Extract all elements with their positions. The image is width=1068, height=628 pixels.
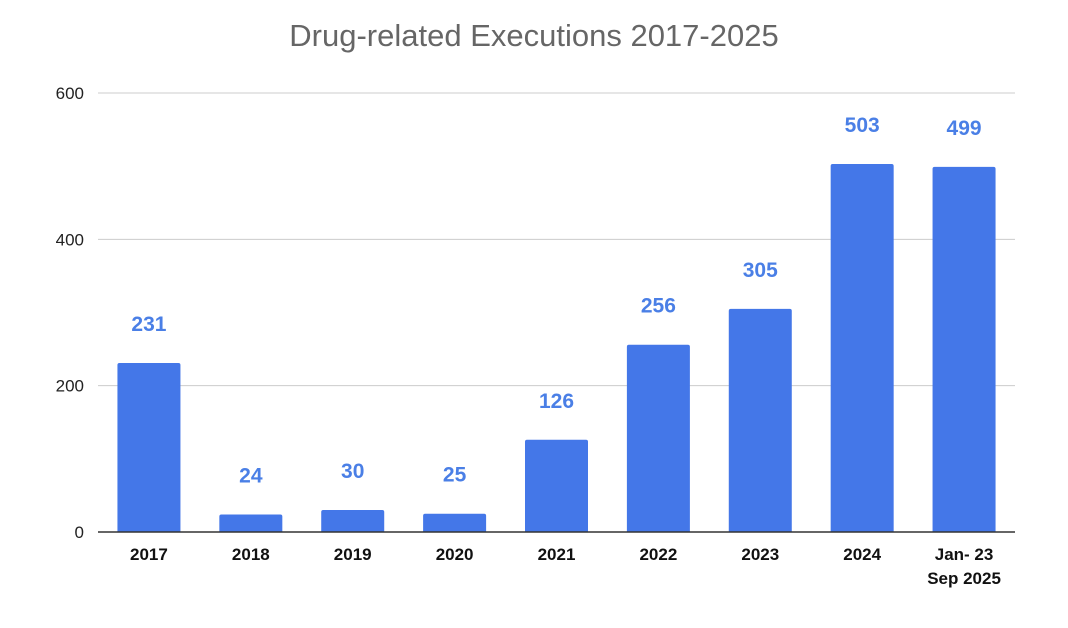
x-tick-label: 2022 bbox=[639, 545, 677, 564]
bar bbox=[525, 439, 588, 532]
data-label: 231 bbox=[131, 313, 166, 336]
data-label: 256 bbox=[641, 295, 676, 318]
data-label: 24 bbox=[239, 464, 263, 487]
data-label: 305 bbox=[743, 259, 778, 282]
y-tick-label: 600 bbox=[56, 84, 84, 103]
chart-title: Drug-related Executions 2017-2025 bbox=[289, 18, 779, 53]
y-axis: 0 200 400 600 bbox=[56, 84, 84, 542]
x-tick-label: 2017 bbox=[130, 545, 168, 564]
data-labels: 231 24 30 25 126 256 305 503 499 bbox=[131, 114, 981, 487]
data-label: 499 bbox=[947, 117, 982, 140]
bar bbox=[932, 166, 996, 533]
bar bbox=[219, 514, 283, 532]
x-tick-label: 2020 bbox=[436, 545, 474, 564]
x-tick-label: Jan- 23 Sep 2025 bbox=[927, 545, 1001, 588]
data-label: 30 bbox=[341, 460, 364, 483]
x-tick-label: 2021 bbox=[538, 545, 576, 564]
bar bbox=[321, 510, 385, 532]
bar bbox=[728, 308, 792, 532]
x-axis: 2017 2018 2019 2020 2021 2022 2023 2024 Jan- 23 S… bbox=[98, 531, 1015, 588]
data-label: 503 bbox=[845, 114, 880, 137]
x-tick-label: 2023 bbox=[741, 545, 779, 564]
data-label: 126 bbox=[539, 390, 574, 413]
x-tick-label: 2018 bbox=[232, 545, 270, 564]
bar bbox=[423, 513, 487, 532]
y-tick-label: 0 bbox=[75, 523, 84, 542]
bar bbox=[626, 344, 690, 532]
y-tick-label: 200 bbox=[56, 377, 84, 396]
bars bbox=[117, 163, 996, 533]
data-label: 25 bbox=[443, 464, 467, 487]
x-tick-label: 2024 bbox=[843, 545, 881, 564]
y-tick-label: 400 bbox=[56, 230, 84, 249]
bar bbox=[830, 163, 894, 532]
x-tick-label: 2019 bbox=[334, 545, 372, 564]
bar bbox=[117, 362, 181, 532]
